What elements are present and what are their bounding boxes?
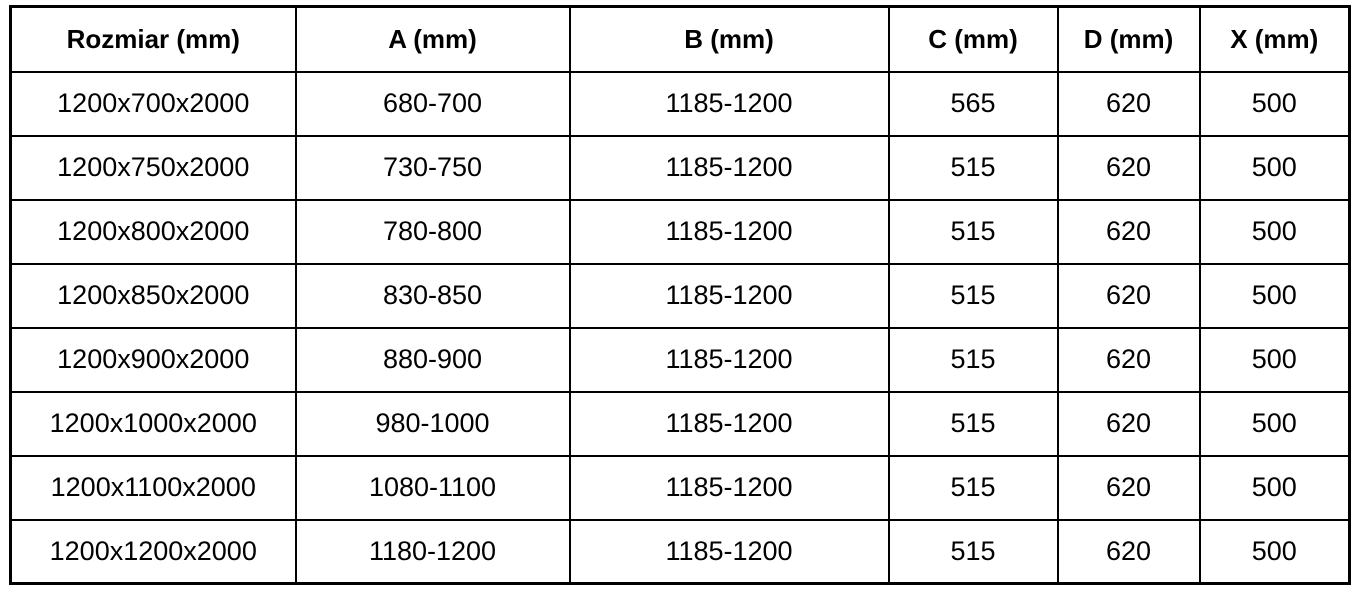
cell-rozmiar: 1200x850x2000 xyxy=(9,262,297,329)
header-row: Rozmiar (mm) A (mm) B (mm) C (mm) D (mm)… xyxy=(9,5,1351,73)
cell-c: 515 xyxy=(887,134,1059,201)
cell-d: 620 xyxy=(1056,390,1201,457)
cell-c: 565 xyxy=(887,70,1059,137)
cell-b: 1185-1200 xyxy=(568,326,890,393)
cell-b: 1185-1200 xyxy=(568,390,890,457)
column-header-x: X (mm) xyxy=(1198,5,1351,73)
cell-rozmiar: 1200x750x2000 xyxy=(9,134,297,201)
table-row: 1200x750x2000 730-750 1185-1200 515 620 … xyxy=(9,134,1351,201)
cell-a: 680-700 xyxy=(294,70,571,137)
cell-c: 515 xyxy=(887,454,1059,521)
cell-rozmiar: 1200x1100x2000 xyxy=(9,454,297,521)
column-header-a: A (mm) xyxy=(294,5,571,73)
cell-x: 500 xyxy=(1198,134,1351,201)
table-row: 1200x1100x2000 1080-1100 1185-1200 515 6… xyxy=(9,454,1351,521)
cell-d: 620 xyxy=(1056,198,1201,265)
column-header-d: D (mm) xyxy=(1056,5,1201,73)
cell-x: 500 xyxy=(1198,326,1351,393)
column-header-rozmiar: Rozmiar (mm) xyxy=(9,5,297,73)
cell-b: 1185-1200 xyxy=(568,198,890,265)
cell-d: 620 xyxy=(1056,70,1201,137)
cell-a: 830-850 xyxy=(294,262,571,329)
cell-a: 980-1000 xyxy=(294,390,571,457)
table-row: 1200x1200x2000 1180-1200 1185-1200 515 6… xyxy=(9,518,1351,585)
cell-a: 780-800 xyxy=(294,198,571,265)
cell-c: 515 xyxy=(887,390,1059,457)
cell-rozmiar: 1200x800x2000 xyxy=(9,198,297,265)
table-row: 1200x1000x2000 980-1000 1185-1200 515 62… xyxy=(9,390,1351,457)
cell-d: 620 xyxy=(1056,326,1201,393)
cell-rozmiar: 1200x1200x2000 xyxy=(9,518,297,585)
table-row: 1200x850x2000 830-850 1185-1200 515 620 … xyxy=(9,262,1351,329)
cell-b: 1185-1200 xyxy=(568,70,890,137)
table-row: 1200x700x2000 680-700 1185-1200 565 620 … xyxy=(9,70,1351,137)
cell-c: 515 xyxy=(887,326,1059,393)
cell-b: 1185-1200 xyxy=(568,262,890,329)
cell-c: 515 xyxy=(887,518,1059,585)
cell-a: 730-750 xyxy=(294,134,571,201)
cell-d: 620 xyxy=(1056,262,1201,329)
cell-x: 500 xyxy=(1198,262,1351,329)
cell-rozmiar: 1200x1000x2000 xyxy=(9,390,297,457)
cell-d: 620 xyxy=(1056,134,1201,201)
column-header-c: C (mm) xyxy=(887,5,1059,73)
table-row: 1200x900x2000 880-900 1185-1200 515 620 … xyxy=(9,326,1351,393)
cell-a: 1080-1100 xyxy=(294,454,571,521)
column-header-b: B (mm) xyxy=(568,5,890,73)
cell-x: 500 xyxy=(1198,454,1351,521)
size-spec-table: Rozmiar (mm) A (mm) B (mm) C (mm) D (mm)… xyxy=(9,5,1351,585)
cell-x: 500 xyxy=(1198,390,1351,457)
cell-a: 880-900 xyxy=(294,326,571,393)
cell-d: 620 xyxy=(1056,454,1201,521)
cell-b: 1185-1200 xyxy=(568,134,890,201)
cell-d: 620 xyxy=(1056,518,1201,585)
cell-b: 1185-1200 xyxy=(568,454,890,521)
cell-c: 515 xyxy=(887,198,1059,265)
cell-x: 500 xyxy=(1198,198,1351,265)
cell-a: 1180-1200 xyxy=(294,518,571,585)
cell-x: 500 xyxy=(1198,518,1351,585)
cell-c: 515 xyxy=(887,262,1059,329)
cell-x: 500 xyxy=(1198,70,1351,137)
cell-rozmiar: 1200x900x2000 xyxy=(9,326,297,393)
cell-rozmiar: 1200x700x2000 xyxy=(9,70,297,137)
table-row: 1200x800x2000 780-800 1185-1200 515 620 … xyxy=(9,198,1351,265)
cell-b: 1185-1200 xyxy=(568,518,890,585)
